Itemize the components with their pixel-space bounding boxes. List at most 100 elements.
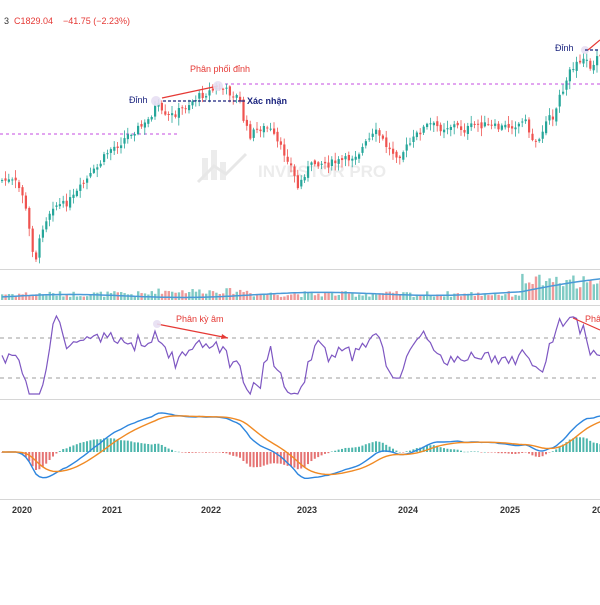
candle-body — [276, 131, 279, 142]
candle — [511, 120, 514, 135]
candle-body — [140, 124, 143, 127]
volume-bar — [439, 294, 442, 300]
candle — [276, 127, 279, 148]
macd-histogram-bar — [266, 452, 269, 465]
volume-bar — [589, 280, 592, 300]
candle — [286, 149, 289, 165]
candle — [402, 150, 405, 163]
candle — [45, 217, 48, 233]
candle — [534, 138, 537, 148]
candle — [28, 206, 31, 237]
volume-bar — [92, 292, 96, 300]
candle — [1, 178, 4, 183]
candle — [296, 169, 299, 190]
macd-histogram-bar — [558, 446, 561, 452]
annotation-confirmation: Xác nhận — [163, 96, 287, 106]
macd-histogram-bar — [528, 452, 530, 454]
macd-histogram-bar — [89, 440, 92, 452]
candle-body — [52, 208, 55, 216]
candle — [494, 119, 497, 129]
candle-body — [344, 156, 347, 160]
candle-body — [327, 162, 330, 168]
candle-body — [361, 146, 364, 153]
annotation-distribution: Phân phối đỉnh — [161, 64, 250, 99]
volume-bar — [225, 288, 228, 300]
volume-bar — [596, 283, 599, 300]
candle — [354, 150, 357, 165]
candle-body — [398, 156, 401, 159]
candle — [582, 52, 585, 67]
volume-bar — [565, 280, 568, 300]
candle-body — [137, 125, 140, 135]
macd-histogram-bar — [460, 450, 462, 452]
candle — [466, 122, 469, 140]
candle-body — [205, 96, 208, 98]
candle-body — [490, 124, 493, 126]
volume-bar — [449, 296, 453, 300]
macd-histogram-bar — [28, 452, 31, 462]
candle — [378, 128, 381, 143]
macd-histogram-bar — [171, 449, 173, 452]
macd-histogram-bar — [103, 438, 105, 452]
candle-body — [463, 130, 466, 133]
volume-bar — [296, 294, 300, 300]
candle-body — [555, 108, 558, 122]
volume-bar — [317, 293, 320, 300]
candle-body — [116, 146, 119, 148]
candle — [79, 177, 82, 198]
macd-histogram-bar — [487, 452, 490, 453]
candle — [38, 234, 41, 264]
candle — [18, 179, 21, 192]
candle-body — [86, 178, 89, 183]
volume-bar — [585, 282, 589, 300]
candle-body — [565, 80, 568, 90]
macd-histogram-bar — [245, 452, 248, 464]
candle-body — [517, 123, 520, 127]
macd-histogram-bar — [443, 448, 445, 452]
candle-body — [446, 128, 449, 130]
candle — [324, 156, 327, 170]
candle-body — [415, 132, 418, 138]
candle-body — [453, 124, 456, 128]
volume-bar — [483, 294, 487, 300]
volume-bar — [429, 295, 432, 300]
candle — [341, 154, 344, 168]
candle — [429, 117, 432, 131]
volume-bar — [579, 287, 582, 300]
candle-body — [395, 151, 398, 158]
candle — [395, 150, 398, 163]
volume-bar — [286, 295, 289, 300]
candle-body — [358, 154, 361, 159]
macd-histogram-bar — [45, 452, 48, 464]
volume-bar — [514, 294, 517, 300]
x-tick-label: 2025 — [500, 505, 520, 515]
candle — [283, 138, 286, 162]
candle-body — [303, 176, 306, 181]
candle-body — [256, 128, 259, 130]
x-tick-label: 2020 — [12, 505, 32, 515]
macd-histogram-bar — [48, 452, 51, 461]
macd-histogram-bar — [477, 451, 479, 453]
candle — [41, 225, 44, 243]
macd-histogram-bar — [211, 452, 214, 453]
candle-body — [113, 146, 116, 151]
candle-body — [449, 126, 452, 130]
candle — [551, 109, 554, 127]
volume-bar — [511, 296, 514, 300]
macd-histogram-bar — [167, 448, 170, 452]
candle — [211, 84, 214, 93]
macd-histogram-bar — [58, 451, 61, 452]
candle-body — [320, 163, 323, 165]
candle — [24, 192, 27, 211]
macd-histogram-bar — [398, 451, 401, 453]
macd-histogram-bar — [466, 451, 469, 453]
candle-body — [354, 156, 357, 160]
peak-right-label: Đỉnh — [555, 43, 574, 53]
volume-bar — [21, 294, 24, 300]
volume-bar — [422, 294, 425, 300]
x-axis: 2020 2021 2022 2023 2024 2025 2026 — [12, 505, 600, 515]
candle — [364, 138, 367, 149]
macd-histogram-bar — [218, 452, 221, 453]
candle — [11, 177, 14, 186]
candle — [31, 225, 34, 258]
